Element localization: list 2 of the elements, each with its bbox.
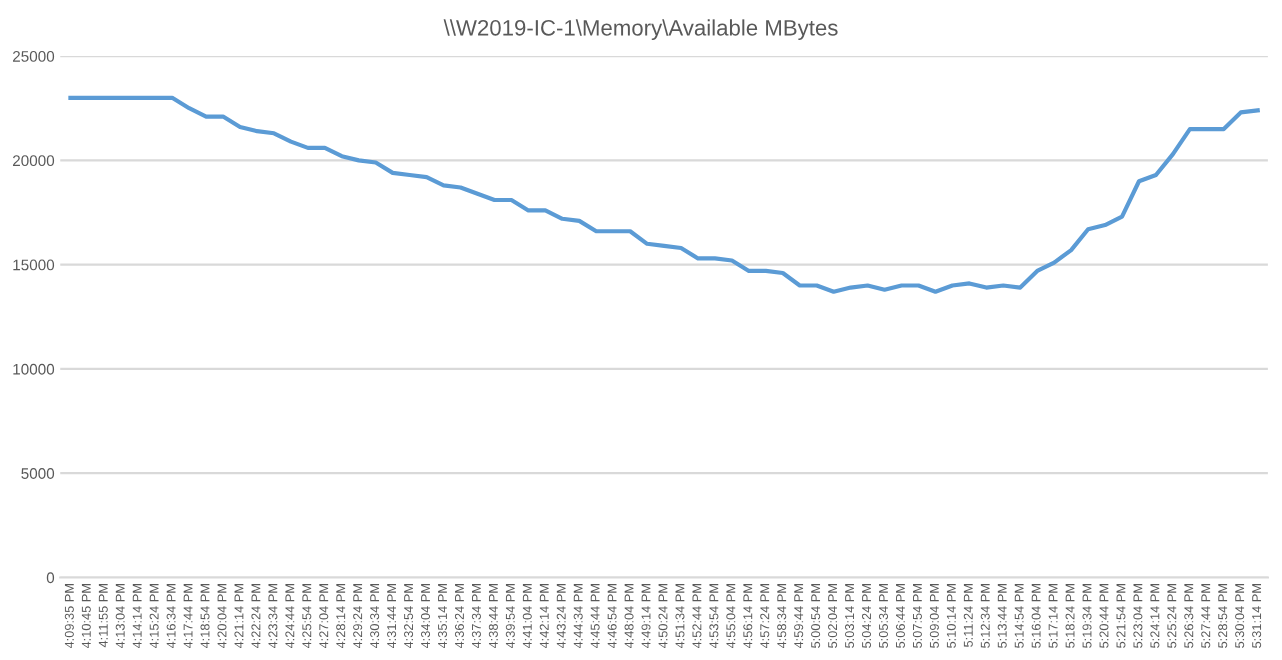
chart-title: \\W2019-IC-1\Memory\Available MBytes: [443, 19, 838, 41]
line-series: [68, 95, 1260, 294]
